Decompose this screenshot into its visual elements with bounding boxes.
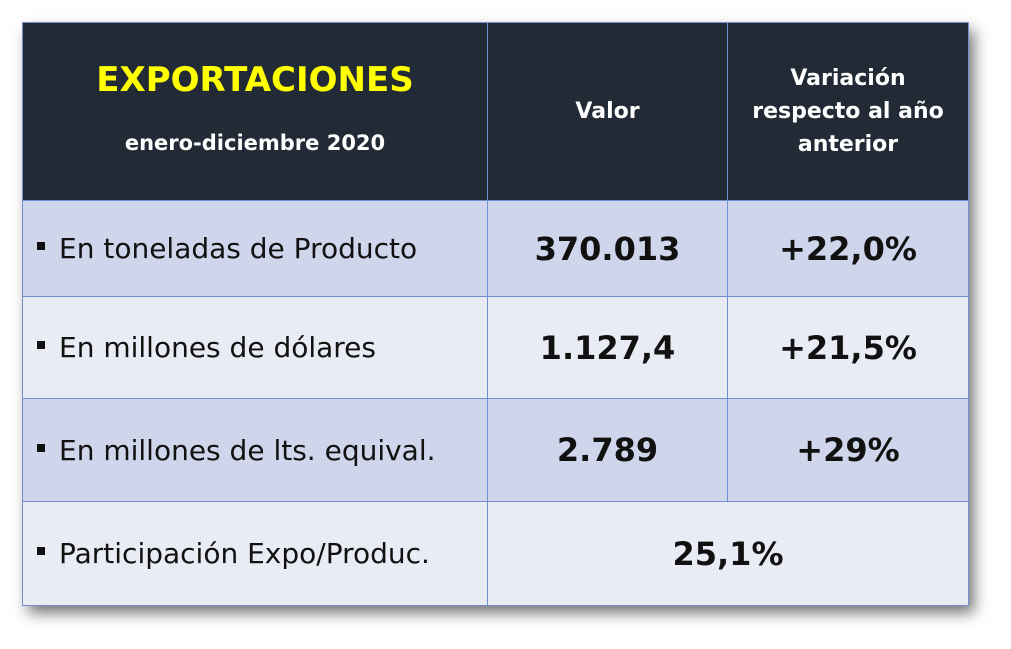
row-label: Participación Expo/Produc. [59, 537, 430, 570]
row-label: En toneladas de Producto [59, 232, 418, 265]
value: 2.789 [487, 398, 728, 502]
exports-table: EXPORTACIONES enero-diciembre 2020 Valor… [22, 22, 969, 606]
header-row: EXPORTACIONES enero-diciembre 2020 Valor… [22, 22, 969, 201]
column-header: Valor [487, 22, 728, 201]
row-label-cell: Participación Expo/Produc. [22, 501, 488, 606]
row: Participación Expo/Produc. 25,1% [22, 501, 969, 606]
subtitle: enero-diciembre 2020 [124, 130, 386, 155]
table-card: EXPORTACIONES enero-diciembre 2020 Valor… [22, 22, 969, 606]
header-cell: EXPORTACIONES enero-diciembre 2020 [22, 22, 488, 201]
row-label: En millones de lts. equival. [59, 433, 436, 467]
row-label-cell: En toneladas de Producto [22, 200, 488, 297]
value: 370.013 [487, 200, 728, 297]
row-label-cell: En millones de dólares [22, 296, 488, 399]
variation: +29% [727, 398, 969, 502]
value: 1.127,4 [487, 296, 728, 399]
row: En millones de lts. equival. 2.789 +29% [22, 398, 969, 502]
row-label-cell: En millones de lts. equival. [22, 398, 488, 502]
variation: +21,5% [727, 296, 969, 399]
value: 25,1% [487, 501, 969, 606]
variation: +22,0% [727, 200, 969, 297]
row: En toneladas de Producto 370.013 +22,0% [22, 200, 969, 297]
title: EXPORTACIONES [96, 59, 414, 100]
row-label: En millones de dólares [59, 331, 376, 364]
row: En millones de dólares 1.127,4 +21,5% [22, 296, 969, 399]
column-header: Variación respecto al año anterior [727, 22, 969, 201]
